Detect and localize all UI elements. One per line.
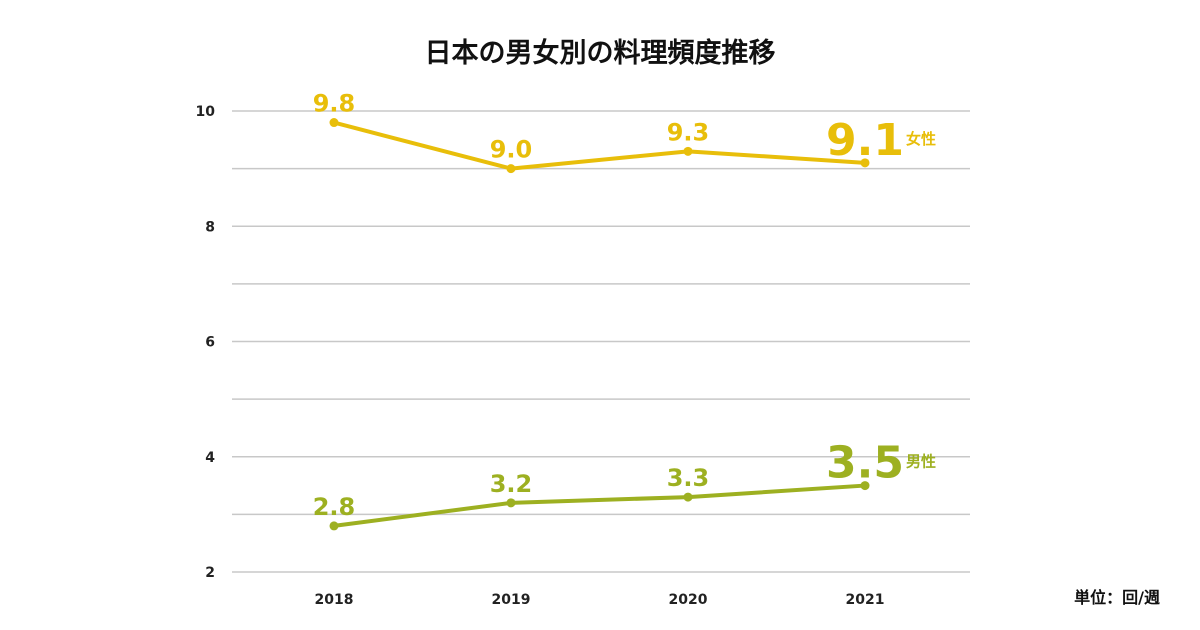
data-label: 9.8 <box>313 90 356 118</box>
y-tick-label: 10 <box>196 104 216 120</box>
series-female: 9.8 9.0 9.3 9.1 女性 <box>313 90 936 174</box>
data-point <box>683 146 693 156</box>
data-label-latest: 9.1 <box>826 115 904 166</box>
y-tick-label: 6 <box>205 335 215 351</box>
data-label: 9.0 <box>490 136 533 164</box>
x-tick-label: 2019 <box>492 592 531 608</box>
chart-title: 日本の男女別の料理頻度推移 <box>425 37 776 69</box>
y-tick-label: 8 <box>205 219 215 235</box>
data-label: 3.3 <box>667 464 710 492</box>
data-point <box>506 498 516 508</box>
x-tick-label: 2020 <box>669 592 708 608</box>
data-point <box>506 164 516 174</box>
data-point <box>860 158 870 168</box>
data-point <box>860 481 870 491</box>
x-tick-label: 2021 <box>846 592 885 608</box>
x-axis-ticks: 2018 2019 2020 2021 <box>315 592 885 608</box>
grid-lines <box>232 110 970 573</box>
series-name-label: 男性 <box>906 453 936 471</box>
data-label: 3.2 <box>490 470 533 498</box>
x-tick-label: 2018 <box>315 592 354 608</box>
series-male: 2.8 3.2 3.3 3.5 男性 <box>313 438 936 531</box>
series-line <box>333 120 866 171</box>
y-tick-label: 4 <box>205 450 215 466</box>
data-point <box>329 521 339 531</box>
data-label: 9.3 <box>667 118 710 146</box>
data-label-latest: 3.5 <box>826 438 904 489</box>
data-label: 2.8 <box>313 493 356 521</box>
series-line <box>333 483 866 528</box>
data-point <box>683 492 693 502</box>
series-layer: 9.8 9.0 9.3 9.1 女性 2.8 3.2 3.3 3.5 男性 <box>313 90 936 531</box>
data-point <box>329 118 339 128</box>
unit-label: 単位：回/週 <box>1074 588 1160 607</box>
y-tick-label: 2 <box>205 565 215 581</box>
series-name-label: 女性 <box>906 130 936 148</box>
y-axis-ticks: 2 4 6 8 10 <box>196 104 216 581</box>
